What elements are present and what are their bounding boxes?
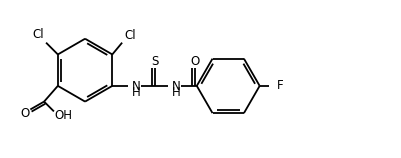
Text: S: S bbox=[150, 55, 158, 68]
Text: Cl: Cl bbox=[124, 29, 136, 42]
Text: N: N bbox=[132, 80, 140, 93]
Text: F: F bbox=[277, 79, 283, 92]
Text: OH: OH bbox=[55, 109, 73, 122]
Text: O: O bbox=[21, 107, 30, 120]
Text: H: H bbox=[172, 86, 180, 99]
Text: N: N bbox=[172, 80, 180, 93]
Text: H: H bbox=[132, 86, 140, 99]
Text: O: O bbox=[190, 55, 199, 68]
Text: Cl: Cl bbox=[32, 28, 44, 41]
